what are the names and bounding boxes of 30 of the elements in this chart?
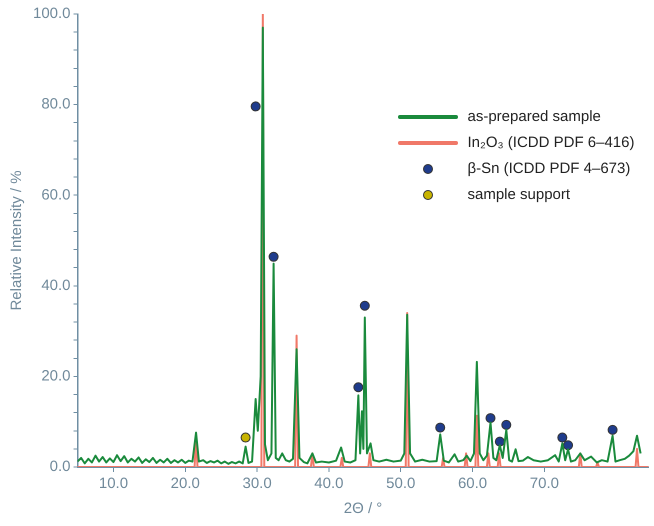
x-tick-label: 50.0	[386, 475, 416, 492]
point	[240, 432, 251, 443]
legend-label: as-prepared sample	[468, 107, 601, 127]
point	[501, 420, 512, 430]
x-tick-label: 10.0	[98, 475, 128, 492]
legend-label: In₂O₃ (ICDD PDF 6–416)	[468, 133, 634, 153]
point	[250, 101, 261, 112]
point	[608, 424, 618, 435]
legend-label: sample support	[468, 185, 570, 205]
x-tick-label: 20.0	[170, 475, 200, 492]
point	[435, 422, 446, 433]
x-axis-title: 2Θ / °	[344, 500, 382, 518]
x-tick-label: 30.0	[242, 475, 272, 492]
y-tick-label: 100.0	[32, 5, 71, 22]
x-tick-label: 60.0	[458, 475, 488, 492]
point	[360, 300, 370, 311]
y-tick-label: 60.0	[41, 186, 71, 204]
x-tick-label: 40.0	[314, 475, 344, 492]
point	[353, 382, 364, 392]
y-tick-label: 0.0	[50, 458, 71, 476]
y-tick-label: 20.0	[41, 368, 71, 385]
y-tick-label: 80.0	[41, 96, 71, 113]
point	[563, 440, 574, 450]
legend-label: β-Sn (ICDD PDF 4–673)	[468, 159, 630, 179]
point	[557, 432, 568, 443]
point	[268, 252, 279, 262]
y-tick-label: 40.0	[41, 276, 71, 294]
point	[486, 413, 496, 424]
y-axis-title: Relative Intensity / %	[8, 170, 26, 311]
x-tick-label: 70.0	[530, 475, 559, 492]
